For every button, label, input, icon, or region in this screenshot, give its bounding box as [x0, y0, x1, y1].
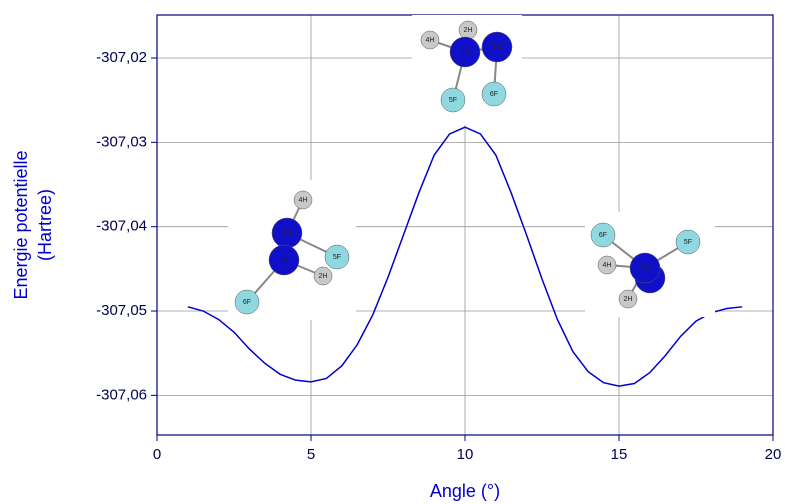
atom-label: 6F: [243, 299, 251, 306]
atom: [449, 36, 481, 68]
atom: [597, 255, 617, 275]
atom-label: 1N: [641, 265, 650, 272]
atom-label: 5F: [449, 97, 457, 104]
atom-label: 2H: [624, 296, 633, 303]
atom-label: 2H: [464, 27, 473, 34]
atom-label: 3N: [461, 49, 470, 56]
x-tick-label: 10: [457, 446, 474, 463]
molecule: 6F5F4H3N1N2H: [585, 212, 715, 317]
y-tick-label: -307,02: [96, 49, 147, 66]
atom-label: 5F: [684, 239, 692, 246]
atom: [324, 244, 350, 270]
atom-label: 4H: [603, 262, 612, 269]
atom-label: 2H: [319, 273, 328, 280]
x-tick-label: 15: [611, 446, 628, 463]
atom: [629, 252, 661, 284]
y-tick-label: -307,05: [96, 302, 147, 319]
molecule: 4H 2H 3N 1N 5F 6F: [412, 15, 522, 125]
atom-label: 6F: [490, 91, 498, 98]
atom: [481, 81, 507, 107]
y-tick-label: -307,03: [96, 133, 147, 150]
atom: [440, 87, 466, 113]
y-axis-label: (Hartree): [35, 189, 55, 261]
atom: [234, 289, 260, 315]
atom-label: 1N: [280, 257, 289, 264]
atom: [293, 190, 313, 210]
atom: [313, 266, 333, 286]
y-tick-label: -307,06: [96, 386, 147, 403]
atom-label: 1N: [493, 44, 502, 51]
molecule: 4H 3N 1N 5F 2H 6F: [228, 180, 356, 320]
atom-label: 4H: [299, 197, 308, 204]
atom: [675, 229, 701, 255]
x-tick-label: 0: [153, 446, 161, 463]
x-tick-label: 20: [765, 446, 782, 463]
y-axis-label: Energie potentielle: [11, 150, 31, 299]
y-tick-label: -307,04: [96, 218, 147, 235]
atom-label: 3N: [283, 230, 292, 237]
atom: [268, 244, 300, 276]
atom-label: 4H: [426, 37, 435, 44]
x-tick-label: 5: [307, 446, 315, 463]
x-axis-label: Angle (°): [430, 481, 500, 501]
atom-label: 6F: [599, 232, 607, 239]
line-series: [187, 126, 743, 387]
atom: [420, 30, 440, 50]
atom: [590, 222, 616, 248]
atom: [481, 31, 513, 63]
atom-label: 5F: [333, 254, 341, 261]
atom: [618, 289, 638, 309]
